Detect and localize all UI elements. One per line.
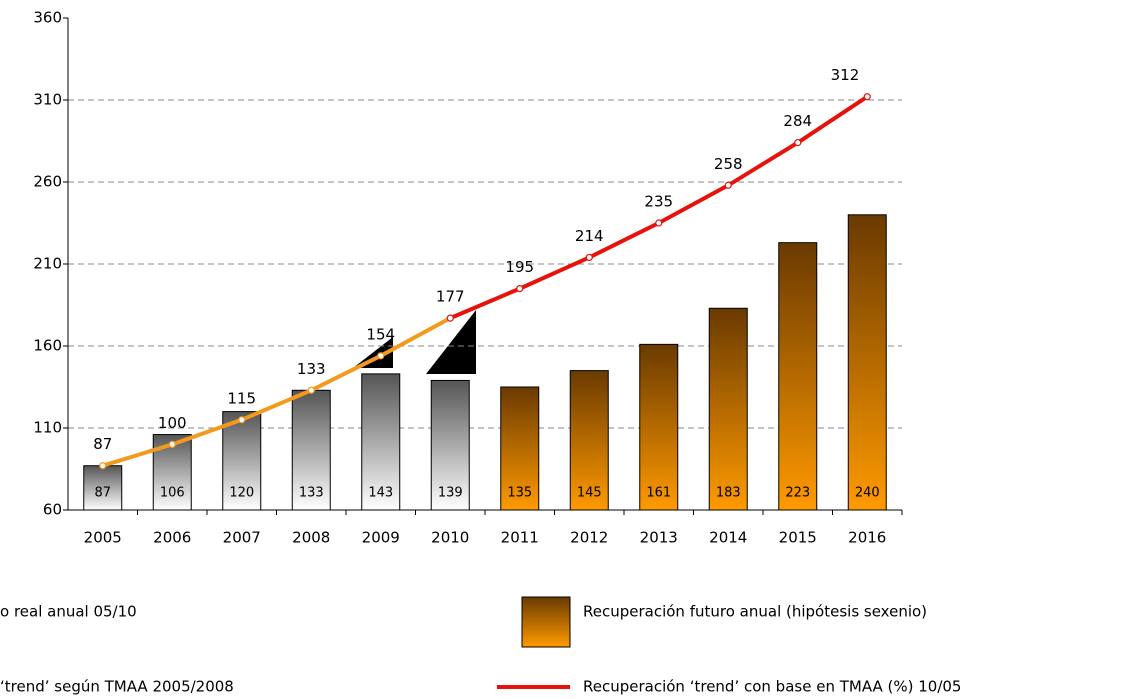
bar [708, 307, 748, 511]
point-label: 133 [297, 360, 326, 378]
point [585, 253, 593, 262]
point-label: 284 [783, 112, 812, 130]
x-tick-label: 2009 [362, 529, 400, 547]
bar [430, 379, 470, 511]
x-tick-label: 2006 [153, 529, 191, 547]
y-tick-label: 110 [33, 419, 62, 437]
point [377, 352, 385, 360]
y-tick-label: 260 [33, 173, 62, 191]
point-label: 258 [714, 155, 743, 173]
x-tick-label: 2005 [84, 529, 122, 547]
y-tick-label: 210 [33, 255, 62, 273]
legend-label: ‘trend’ según TMAA 2005/2008 [0, 678, 234, 696]
point [446, 314, 454, 322]
point [99, 462, 107, 470]
legend-label: o real anual 05/10 [0, 603, 137, 621]
bar [639, 343, 679, 511]
legend-label: Recuperación futuro anual (hipótesis sex… [583, 603, 927, 621]
legend-swatch [521, 596, 571, 648]
bar-value-label: 87 [94, 486, 111, 501]
y-tick-label: 60 [43, 501, 62, 519]
point [863, 93, 871, 101]
bar [222, 411, 262, 511]
bar-value-label: 135 [507, 486, 532, 501]
bar [847, 214, 887, 511]
bar-value-label: 145 [577, 486, 602, 501]
bar-value-label: 240 [855, 486, 880, 501]
y-tick-label: 360 [33, 9, 62, 27]
point-label: 312 [831, 66, 860, 84]
x-tick-label: 2010 [431, 529, 469, 547]
bar [569, 370, 609, 511]
x-tick-label: 2015 [779, 529, 817, 547]
x-tick-label: 2012 [570, 529, 608, 547]
x-tick-label: 2008 [292, 529, 330, 547]
point [168, 440, 176, 448]
bar-value-label: 106 [160, 486, 185, 501]
point-label: 100 [158, 414, 187, 432]
legend-label: Recuperación ‘trend’ con base en TMAA (%… [583, 678, 961, 696]
bar-value-label: 223 [785, 486, 810, 501]
bar-value-label: 120 [229, 486, 254, 501]
point-label: 214 [575, 227, 604, 245]
point-label: 195 [505, 258, 534, 276]
point-label: 177 [436, 288, 465, 306]
bar-value-label: 161 [646, 486, 671, 501]
x-tick-label: 2014 [709, 529, 747, 547]
point-label: 115 [227, 389, 256, 407]
bar-value-label: 143 [368, 486, 393, 501]
point [307, 386, 315, 394]
decoration-triangle [426, 310, 476, 374]
bar [291, 389, 331, 511]
y-tick-label: 160 [33, 337, 62, 355]
x-tick-label: 2011 [501, 529, 539, 547]
point [724, 181, 732, 189]
bar-value-label: 139 [438, 486, 463, 501]
line [102, 316, 452, 468]
bar [500, 386, 540, 511]
x-tick-label: 2016 [848, 529, 886, 547]
point-label: 154 [366, 325, 395, 343]
point [794, 139, 802, 147]
bar-value-label: 133 [299, 486, 324, 501]
bar-value-label: 183 [716, 486, 741, 501]
x-tick-label: 2013 [640, 529, 678, 547]
y-tick-label: 310 [33, 91, 62, 109]
x-tick-label: 2007 [223, 529, 261, 547]
decoration-triangle [353, 337, 393, 368]
bar [83, 465, 123, 511]
point-label: 87 [93, 435, 112, 453]
point [238, 416, 246, 424]
bar [778, 242, 818, 511]
point [655, 219, 663, 227]
point [516, 285, 524, 293]
point-label: 235 [644, 193, 673, 211]
bar [361, 373, 401, 511]
